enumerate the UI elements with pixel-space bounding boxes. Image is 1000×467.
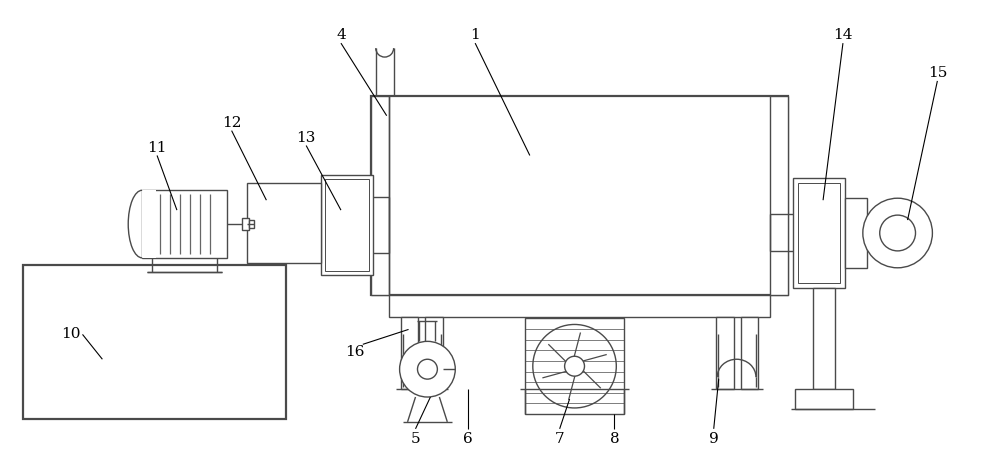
- Bar: [813, 288, 835, 389]
- Bar: [425, 317, 443, 389]
- Text: 10: 10: [61, 327, 80, 341]
- Bar: [247, 184, 321, 263]
- Bar: [525, 318, 624, 414]
- Text: 16: 16: [345, 345, 365, 359]
- Bar: [142, 190, 227, 258]
- Circle shape: [565, 356, 584, 376]
- Bar: [249, 220, 254, 228]
- Circle shape: [880, 215, 916, 251]
- Bar: [389, 295, 770, 317]
- Bar: [741, 317, 758, 389]
- Text: 14: 14: [833, 28, 853, 42]
- Text: 6: 6: [463, 432, 473, 446]
- Text: 12: 12: [222, 116, 241, 130]
- Bar: [371, 96, 389, 295]
- Bar: [242, 218, 249, 230]
- Bar: [321, 175, 373, 275]
- Text: 13: 13: [296, 131, 316, 145]
- Bar: [142, 190, 156, 258]
- Text: 5: 5: [411, 432, 420, 446]
- Text: 4: 4: [336, 28, 346, 42]
- Bar: [793, 178, 845, 288]
- Circle shape: [863, 198, 932, 268]
- Bar: [371, 96, 788, 295]
- Text: 7: 7: [555, 432, 564, 446]
- Text: 8: 8: [610, 432, 619, 446]
- Text: 9: 9: [709, 432, 719, 446]
- Bar: [798, 184, 840, 283]
- Bar: [770, 96, 788, 295]
- Bar: [23, 265, 286, 419]
- Bar: [401, 317, 418, 389]
- Circle shape: [417, 359, 437, 379]
- Bar: [795, 389, 853, 409]
- Bar: [325, 179, 369, 271]
- Bar: [845, 198, 867, 268]
- Circle shape: [400, 341, 455, 397]
- Text: 11: 11: [147, 141, 167, 155]
- Bar: [716, 317, 734, 389]
- Text: 1: 1: [470, 28, 480, 42]
- Text: 15: 15: [928, 66, 947, 80]
